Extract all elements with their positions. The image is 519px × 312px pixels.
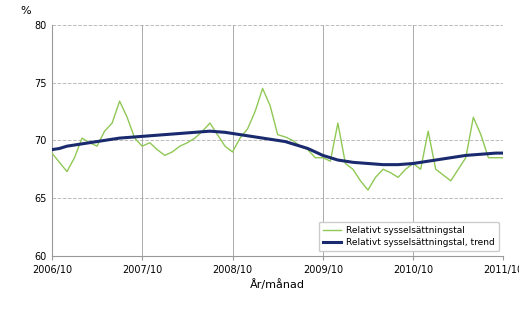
Relativt sysselsättningstal xyxy=(327,159,333,163)
Relativt sysselsättningstal xyxy=(207,121,213,125)
Line: Relativt sysselsättningstal, trend: Relativt sysselsättningstal, trend xyxy=(52,131,503,165)
Relativt sysselsättningstal, trend xyxy=(214,130,221,134)
X-axis label: År/månad: År/månad xyxy=(250,279,305,290)
Relativt sysselsättningstal, trend xyxy=(380,163,386,167)
Line: Relativt sysselsättningstal: Relativt sysselsättningstal xyxy=(52,89,503,190)
Relativt sysselsättningstal xyxy=(297,144,303,148)
Text: %: % xyxy=(20,6,31,16)
Relativt sysselsättningstal, trend xyxy=(154,133,160,137)
Relativt sysselsättningstal, trend xyxy=(139,134,145,138)
Relativt sysselsättningstal, trend xyxy=(49,148,55,152)
Relativt sysselsättningstal xyxy=(260,86,266,90)
Relativt sysselsättningstal xyxy=(49,151,55,155)
Relativt sysselsättningstal xyxy=(365,188,371,192)
Relativt sysselsättningstal xyxy=(154,148,160,152)
Relativt sysselsättningstal, trend xyxy=(207,129,213,133)
Relativt sysselsättningstal xyxy=(500,156,507,160)
Relativt sysselsättningstal, trend xyxy=(327,156,333,160)
Relativt sysselsättningstal, trend xyxy=(500,151,507,155)
Legend: Relativt sysselsättningstal, Relativt sysselsättningstal, trend: Relativt sysselsättningstal, Relativt sy… xyxy=(319,222,499,251)
Relativt sysselsättningstal, trend xyxy=(297,144,303,148)
Relativt sysselsättningstal xyxy=(455,167,461,171)
Relativt sysselsättningstal, trend xyxy=(455,155,461,158)
Relativt sysselsättningstal xyxy=(139,144,145,148)
